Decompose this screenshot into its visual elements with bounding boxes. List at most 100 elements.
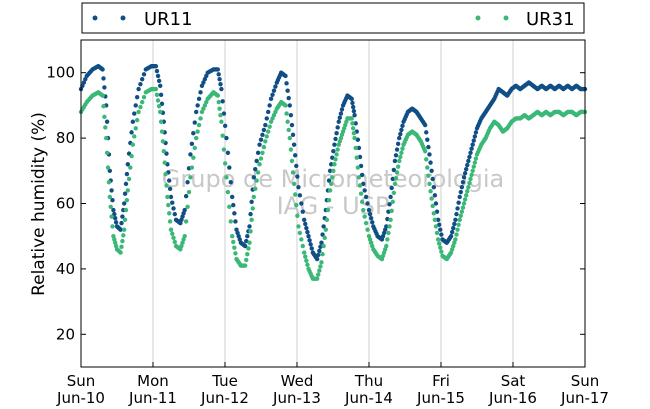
data-point — [162, 160, 167, 165]
data-point — [305, 229, 310, 235]
data-point — [231, 202, 236, 208]
data-point — [349, 96, 354, 102]
x-tick-label-day: Tue — [211, 372, 238, 390]
legend-label-ur31: UR31 — [526, 9, 575, 30]
data-point — [264, 134, 269, 139]
data-point — [317, 268, 322, 273]
data-point — [228, 180, 233, 185]
data-point — [352, 135, 357, 141]
x-tick-label-date: Jun-13 — [272, 389, 321, 407]
data-point — [435, 217, 441, 223]
data-point — [218, 113, 223, 118]
data-point — [108, 204, 113, 209]
data-point — [103, 125, 108, 130]
data-point — [106, 180, 112, 185]
data-point — [220, 99, 225, 104]
data-point — [119, 244, 124, 250]
data-point — [233, 219, 238, 224]
data-point — [352, 113, 357, 118]
data-point — [271, 88, 277, 93]
data-point — [461, 201, 467, 206]
data-point — [288, 147, 294, 152]
data-point — [101, 104, 106, 109]
data-point — [171, 235, 176, 241]
legend-marker-ur11 — [120, 15, 126, 21]
data-point — [454, 211, 459, 217]
data-point — [327, 188, 333, 193]
data-point — [453, 237, 458, 242]
x-tick-label-day: Wed — [281, 372, 314, 390]
data-point — [248, 229, 253, 234]
data-point — [119, 220, 124, 226]
data-point — [154, 68, 160, 74]
data-point — [248, 211, 253, 217]
data-point — [283, 73, 288, 79]
data-point — [307, 238, 312, 243]
data-point — [242, 263, 248, 268]
data-point — [465, 189, 470, 194]
data-point — [357, 183, 363, 188]
data-point — [251, 175, 256, 180]
data-point — [188, 152, 193, 157]
data-point — [220, 133, 225, 138]
data-point — [435, 237, 441, 242]
data-point — [354, 155, 359, 160]
data-point — [261, 127, 267, 133]
data-point — [389, 185, 394, 191]
data-point — [473, 156, 479, 161]
data-point — [314, 276, 320, 281]
data-point — [161, 148, 166, 154]
data-point — [132, 111, 137, 116]
data-point — [473, 130, 479, 135]
data-point — [138, 81, 143, 87]
data-point — [230, 194, 235, 200]
data-point — [425, 137, 430, 142]
plot-frame — [81, 40, 585, 367]
data-point — [263, 139, 268, 144]
data-point — [110, 224, 115, 229]
data-point — [186, 189, 192, 195]
data-point — [154, 92, 160, 97]
data-point — [222, 161, 228, 166]
data-point — [268, 96, 274, 102]
data-point — [167, 186, 173, 191]
data-point — [286, 95, 291, 101]
data-point — [216, 72, 221, 77]
data-point — [458, 189, 463, 195]
data-point — [472, 134, 478, 139]
data-point — [247, 224, 252, 229]
data-point — [296, 224, 301, 229]
data-point — [325, 207, 331, 213]
data-point — [155, 73, 161, 79]
data-point — [183, 219, 189, 224]
legend-marker-ur31 — [503, 15, 509, 21]
data-point — [326, 178, 332, 183]
data-point — [433, 201, 439, 206]
data-point — [102, 114, 107, 120]
data-point — [395, 164, 401, 169]
data-point — [422, 148, 428, 154]
legend-label-ur11: UR11 — [144, 9, 193, 30]
data-point — [294, 202, 299, 208]
data-point — [129, 130, 134, 135]
data-point — [288, 113, 294, 118]
data-point — [314, 256, 320, 262]
data-point — [367, 211, 373, 217]
data-point — [258, 137, 264, 142]
data-point — [429, 196, 434, 201]
series-ur31 — [78, 86, 588, 281]
data-point — [167, 178, 172, 183]
data-point — [247, 240, 252, 245]
data-point — [448, 234, 454, 239]
data-point — [113, 220, 119, 225]
data-point — [303, 254, 308, 259]
data-point — [221, 111, 227, 116]
data-point — [165, 194, 170, 200]
data-point — [460, 205, 466, 210]
data-point — [428, 189, 433, 194]
data-point — [134, 95, 140, 100]
data-point — [349, 116, 354, 121]
data-point — [113, 216, 118, 221]
data-point — [132, 134, 137, 139]
